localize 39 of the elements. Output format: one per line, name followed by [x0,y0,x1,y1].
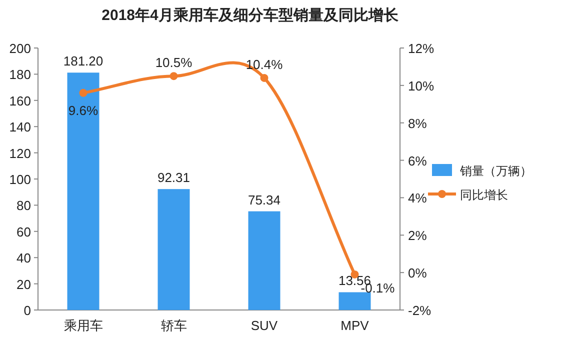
y-tick-label: 200 [9,41,31,56]
y-tick-label: 120 [9,146,31,161]
x-tick-label: 轿车 [160,318,187,333]
y-tick-label: 20 [16,276,31,292]
y2-tick-label: 0% [408,266,428,281]
data-label: 75.34 [248,192,281,208]
legend-label: 销量（万辆） [459,164,532,178]
data-label: 181.20 [63,54,104,69]
y-tick-label: 40 [16,250,31,266]
legend-label: 同比增长 [460,188,508,202]
data-label: 10.5% [155,55,193,70]
y2-tick-label: -2% [408,303,432,318]
x-tick-label: MPV [340,318,370,333]
data-label: 92.31 [157,170,190,186]
y-tick-label: 180 [9,67,31,82]
data-label: 10.4% [246,56,284,72]
bar [248,211,280,310]
bar [158,189,190,310]
chart-title: 2018年4月乘用车及细分车型销量及同比增长 [102,6,400,24]
data-label: 9.6% [68,102,98,118]
x-tick-label: 乘用车 [64,318,103,333]
y2-tick-label: 4% [408,190,428,206]
y2-tick-label: 10% [408,78,434,94]
bar [338,292,371,310]
y-tick-label: 80 [16,198,31,214]
point [79,88,88,97]
bar [67,72,100,310]
y2-tick-label: 12% [408,41,434,56]
y-tick-label: 100 [9,172,31,187]
y-tick-label: 140 [9,120,31,135]
y2-tick-label: 8% [408,116,428,131]
y-tick-label: 0 [24,303,31,318]
y-tick-label: 60 [16,224,31,240]
point [170,72,178,80]
y-tick-label: 160 [9,93,31,108]
y2-tick-label: 2% [408,228,428,244]
point [260,74,268,82]
y2-tick-label: 6% [408,153,428,168]
x-tick-label: SUV [250,318,278,333]
